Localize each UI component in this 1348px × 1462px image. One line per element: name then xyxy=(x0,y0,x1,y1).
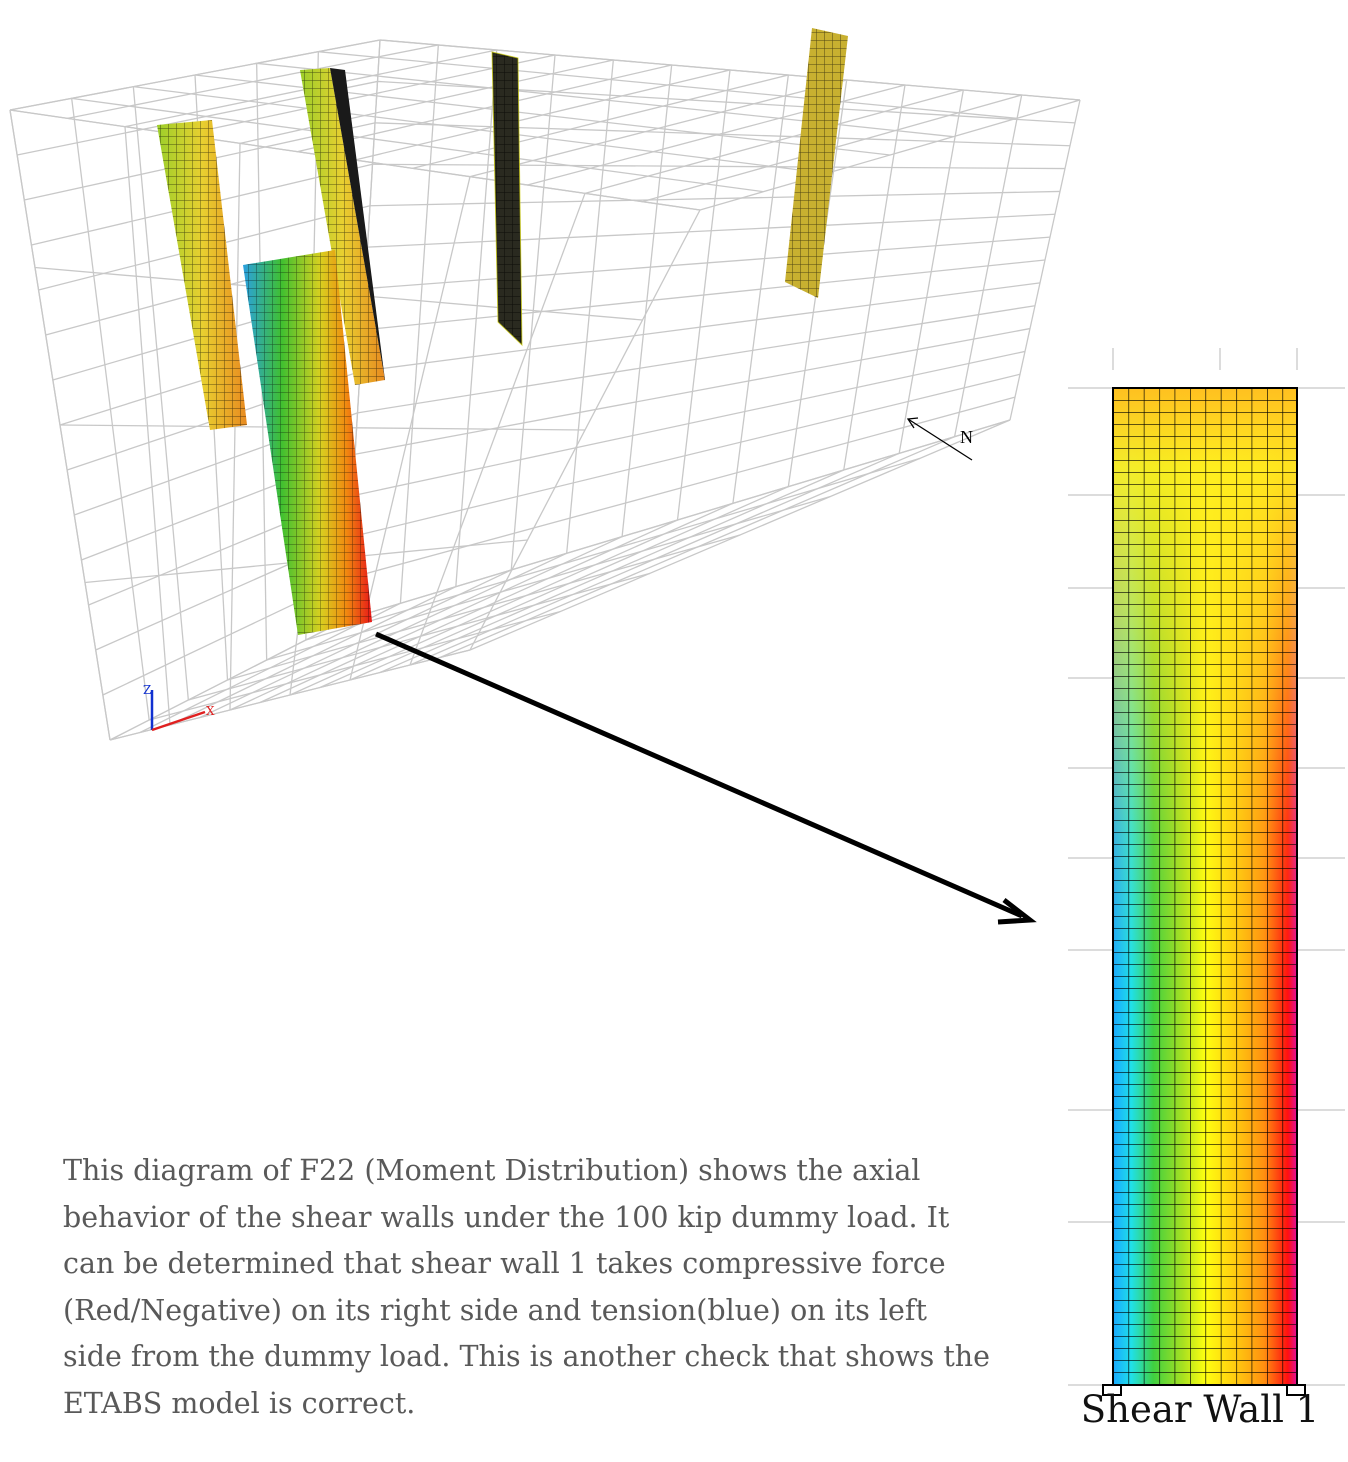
grid-line xyxy=(71,97,764,193)
grid-line xyxy=(364,236,1051,290)
grid-line xyxy=(359,282,1041,373)
grid-line xyxy=(357,305,1036,414)
grid-line xyxy=(352,350,1026,497)
north-indicator: N xyxy=(906,417,973,461)
shear-wall-1-contour xyxy=(1102,387,1306,1396)
grid-line xyxy=(305,457,921,641)
grid-line xyxy=(354,327,1031,455)
grid-line xyxy=(372,163,1066,170)
grid-line xyxy=(347,396,1016,580)
grid-line xyxy=(349,373,1021,538)
grid-line xyxy=(188,572,651,701)
grid-line xyxy=(379,39,1081,101)
axis-indicator: Z X xyxy=(143,683,215,732)
axis-z-label: Z xyxy=(143,683,151,697)
grid-line xyxy=(374,122,1071,147)
grid-line xyxy=(133,86,827,174)
grid-line xyxy=(369,190,1061,207)
caption: Shear Wall 1 xyxy=(1080,1388,1320,1431)
shear-walls-3d xyxy=(157,28,848,635)
grid-line xyxy=(362,259,1046,331)
grid-line xyxy=(344,419,1011,621)
grid-line xyxy=(149,611,561,721)
description: This diagram of F22 (Moment Distribution… xyxy=(63,1154,991,1420)
axis-x-label: X xyxy=(206,704,215,718)
grid-line xyxy=(194,74,891,156)
callout-arrow xyxy=(374,631,1037,925)
north-label: N xyxy=(960,427,973,447)
grid-line xyxy=(318,51,1017,119)
grid-line xyxy=(266,496,831,661)
grid-line xyxy=(227,534,741,681)
grid-line xyxy=(367,213,1056,248)
